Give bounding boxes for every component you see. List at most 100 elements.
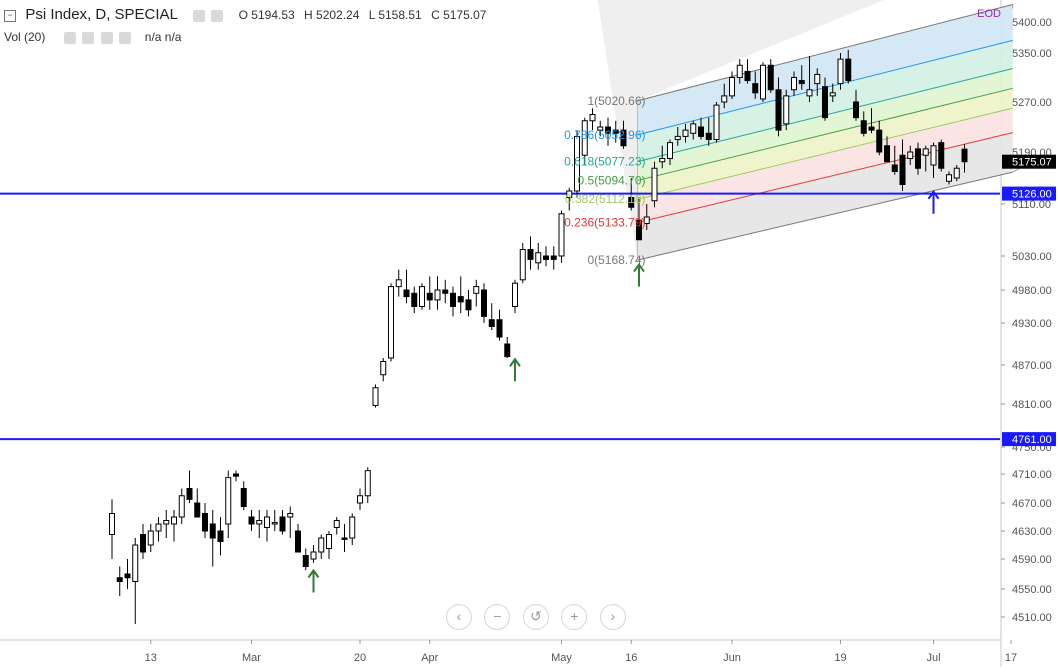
eye-icon[interactable] xyxy=(64,31,77,44)
candle-body xyxy=(798,80,805,85)
candle-body xyxy=(504,343,511,358)
x-tick-label: Jul xyxy=(926,652,940,664)
scroll-right-button[interactable]: › xyxy=(599,604,626,630)
y-tick-label: 5270.00 xyxy=(1012,97,1052,109)
candle-body xyxy=(806,89,813,97)
candle-body xyxy=(217,530,224,542)
candle-body xyxy=(403,289,410,298)
candle-body xyxy=(791,77,797,91)
candle-body xyxy=(155,523,162,532)
candle-body xyxy=(837,58,844,85)
candle-body xyxy=(457,296,464,303)
candle-body xyxy=(581,120,588,156)
y-tick-label: 4510.00 xyxy=(1012,612,1052,624)
candle-body xyxy=(163,520,170,525)
duplicate-icon[interactable] xyxy=(100,31,113,44)
candle-body xyxy=(225,477,232,525)
collapse-icon[interactable]: − xyxy=(4,10,16,22)
candle-body xyxy=(411,292,418,307)
candle-body xyxy=(589,114,596,122)
y-tick-label: 5350.00 xyxy=(1012,48,1052,60)
candle-body xyxy=(426,292,433,301)
candle-body xyxy=(271,522,278,525)
candle-body xyxy=(357,495,363,504)
candle-body xyxy=(961,148,968,163)
ohlc-high: H 5202.24 xyxy=(304,8,360,22)
price-tag-bg xyxy=(1002,432,1056,447)
eye-icon[interactable] xyxy=(192,9,205,22)
fib-level-label: 0.618(5077.23) xyxy=(564,155,645,169)
zoom-out-button[interactable]: − xyxy=(484,604,511,630)
gear-icon[interactable] xyxy=(82,31,95,44)
candle-body xyxy=(729,77,735,97)
candle-body xyxy=(922,148,929,156)
candle-body xyxy=(891,164,898,172)
y-tick-label: 4930.00 xyxy=(1012,318,1052,330)
candle-body xyxy=(760,64,766,100)
candle-body xyxy=(124,573,131,579)
green-up-arrow-icon xyxy=(633,262,645,287)
green-up-arrow-icon xyxy=(307,568,320,593)
scroll-left-button[interactable]: ‹ xyxy=(446,604,472,630)
candle-body xyxy=(481,289,487,317)
candle-body xyxy=(814,73,821,85)
y-tick-label: 5400.00 xyxy=(1012,17,1052,29)
candle-body xyxy=(147,530,154,546)
reset-chart-button[interactable]: ↺ xyxy=(522,604,549,630)
candle-body xyxy=(535,252,542,264)
y-tick-label: 4670.00 xyxy=(1012,498,1052,510)
candle-body xyxy=(264,516,270,528)
fib-zone-fill xyxy=(637,4,1013,135)
x-tick-label: 16 xyxy=(625,652,637,664)
candle-body xyxy=(248,516,255,525)
ohlc-low: L 5158.51 xyxy=(368,8,422,22)
close-icon[interactable] xyxy=(119,31,132,44)
fib-level-1 xyxy=(637,4,1013,102)
candle-body xyxy=(240,488,247,507)
candle-body xyxy=(907,151,914,159)
candle-body xyxy=(767,64,774,91)
candle-body xyxy=(682,129,689,137)
candle-body xyxy=(651,167,658,202)
candle-body xyxy=(690,123,697,134)
arrow-head xyxy=(633,262,645,273)
candle-body xyxy=(853,101,859,119)
candle-body xyxy=(442,289,449,294)
fib-level-label: 0.382(5112.18) xyxy=(565,192,646,206)
x-tick-label: Jun xyxy=(723,652,741,664)
y-tick-label: 4550.00 xyxy=(1012,584,1052,596)
candle-body xyxy=(829,92,836,97)
candle-body xyxy=(178,495,185,518)
candle-body xyxy=(419,286,425,308)
candle-body xyxy=(279,516,286,532)
candle-body xyxy=(574,135,580,192)
arrow-head xyxy=(307,568,320,579)
last-price-tag-label: 5175.07 xyxy=(1012,157,1052,169)
ohlc-open: O 5194.53 xyxy=(238,8,295,22)
price-tag-label: 5126.00 xyxy=(1012,189,1052,201)
price-tag-label: 4761.00 xyxy=(1012,434,1052,446)
candle-body xyxy=(543,255,549,260)
candle-body xyxy=(527,249,534,260)
candle-body xyxy=(612,129,619,134)
volume-values: n/a n/a xyxy=(144,30,182,44)
candle-body xyxy=(132,544,139,582)
candle-body xyxy=(116,577,123,582)
volume-label[interactable]: Vol (20) xyxy=(4,30,46,44)
fib-level-0236 xyxy=(637,132,1013,223)
y-tick-label: 5030.00 xyxy=(1012,251,1052,263)
candle-body xyxy=(752,83,759,94)
candle-body xyxy=(628,197,635,208)
candle-body xyxy=(860,120,867,134)
candle-body xyxy=(946,174,952,182)
volume-header: Vol (20) n/a n/a xyxy=(4,30,181,44)
fib-zone-fill xyxy=(637,68,1013,181)
candle-body xyxy=(899,154,906,185)
zoom-in-button[interactable]: + xyxy=(561,604,588,630)
fib-zone-fill xyxy=(637,88,1013,200)
channel-shadow xyxy=(597,0,884,261)
symbol-title[interactable]: Psi Index, D, SPECIAL xyxy=(25,6,178,23)
gear-icon[interactable] xyxy=(210,9,223,22)
